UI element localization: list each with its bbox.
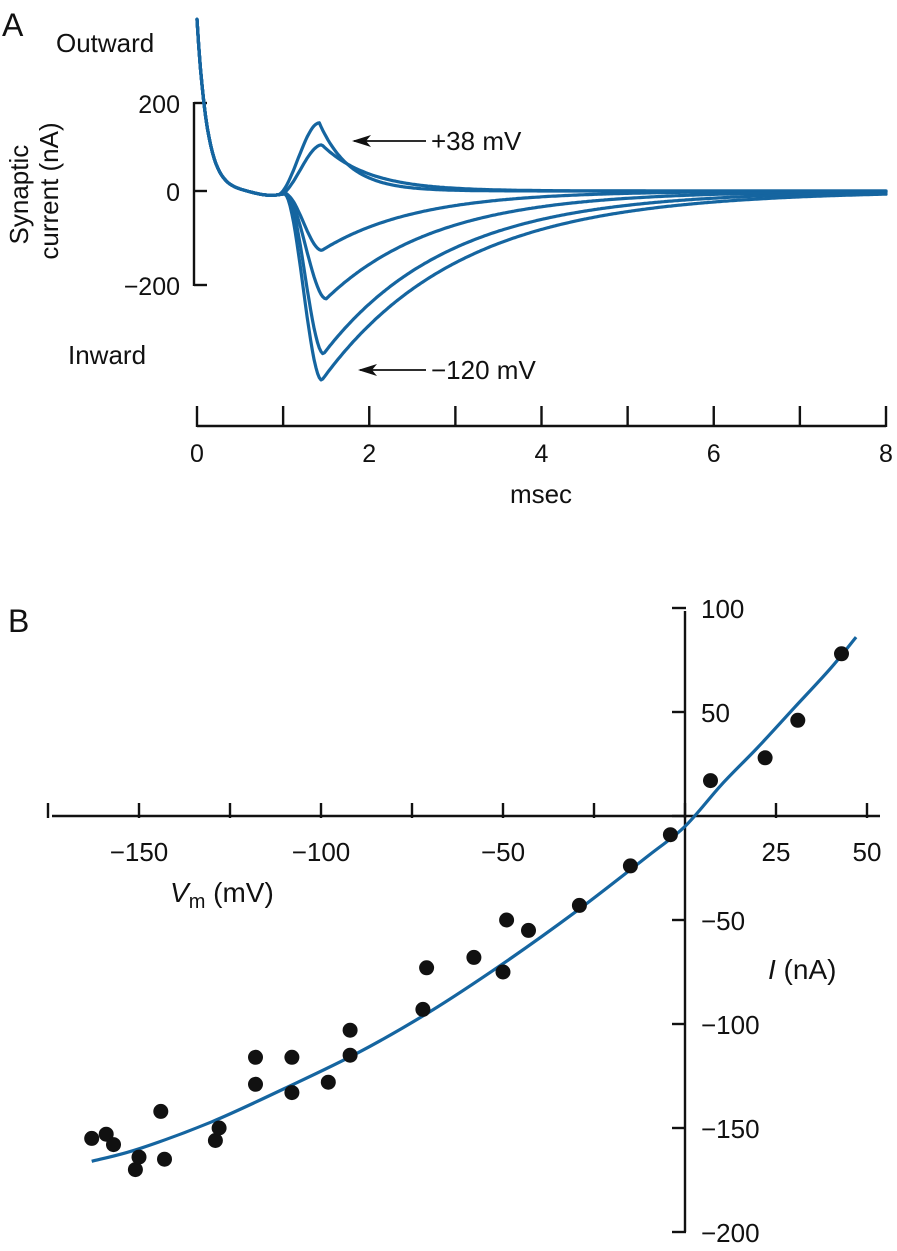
panel-b-ytick-label-50: 50 <box>701 698 730 728</box>
data-point-5 <box>131 1149 147 1165</box>
data-point-13 <box>284 1085 300 1101</box>
panel-b-ytick-label-minus150: −150 <box>701 1114 760 1144</box>
panel-a-ytick-label-0: 0 <box>166 179 180 207</box>
panel-a-ylabel-line1: Synaptic <box>4 145 34 245</box>
panel-a-xtick-label-6: 6 <box>707 440 721 468</box>
panel-a-traces <box>195 17 888 382</box>
outward-label: Outward <box>56 28 154 58</box>
data-point-17 <box>415 1001 431 1017</box>
panel-b-xtick-label-50: 50 <box>853 837 882 867</box>
inward-label: Inward <box>68 340 146 370</box>
data-point-8 <box>207 1133 223 1148</box>
panel-a-ylabel: Synaptic current (nA) <box>4 122 64 259</box>
data-point-25 <box>662 827 678 843</box>
panel-b-ytick-label-minus100: −100 <box>701 1010 760 1040</box>
panel-a-xtick-label-2: 2 <box>362 440 376 468</box>
data-point-6 <box>153 1103 169 1119</box>
data-point-22 <box>521 922 536 938</box>
panel-b-ylabel-unit: (nA) <box>776 954 837 985</box>
data-point-10 <box>248 1049 263 1065</box>
panel-b-xtick-label-minus100: −100 <box>292 837 351 867</box>
panel-b-ylabel-symbol: I <box>768 954 776 985</box>
panel-b-xlabel: Vm (mV) <box>170 877 274 913</box>
panel-b-x-tick-labels: −150 −100 −50 25 50 <box>110 837 882 867</box>
data-point-29 <box>834 646 849 662</box>
panel-b-x-ticks <box>46 803 869 818</box>
data-point-4 <box>127 1162 143 1178</box>
data-point-21 <box>499 912 515 928</box>
panel-b-xtick-label-25: 25 <box>762 837 791 867</box>
panel-a-x-ticks <box>195 406 888 427</box>
trace-trace-2 <box>195 17 888 197</box>
data-point-26 <box>703 773 718 789</box>
panel-b-xlabel-symbol: V <box>170 877 191 908</box>
panel-a: A Outward Inward Synaptic current (nA) 2… <box>2 7 893 509</box>
panel-b-ytick-label-100: 100 <box>701 594 744 624</box>
data-point-7 <box>157 1151 172 1167</box>
panel-b-xtick-label-minus150: −150 <box>110 837 169 867</box>
data-point-20 <box>495 964 511 980</box>
data-point-12 <box>284 1049 300 1065</box>
panel-b-data-points <box>84 646 849 1178</box>
panel-b-label: B <box>8 603 29 639</box>
data-point-24 <box>622 858 638 874</box>
panel-b-ylabel: I (nA) <box>768 954 836 985</box>
panel-a-ytick-label-200: 200 <box>138 91 180 119</box>
data-point-19 <box>466 949 482 965</box>
label-top-trace: +38 mV <box>431 126 522 156</box>
panel-b-ytick-label-minus200: −200 <box>701 1218 760 1248</box>
trace-trace-5 <box>195 17 888 356</box>
panel-a-xlabel: msec <box>510 479 572 509</box>
data-point-23 <box>571 897 587 913</box>
trace-minus120-mv <box>195 17 888 382</box>
panel-a-xtick-label-0: 0 <box>190 440 204 468</box>
panel-b-y-ticks <box>672 606 686 1234</box>
panel-b-ytick-label-minus50: −50 <box>701 906 745 936</box>
data-point-9 <box>211 1120 227 1136</box>
panel-b-xlabel-unit: (mV) <box>205 877 273 908</box>
panel-a-ylabel-line2: current (nA) <box>34 122 64 259</box>
panel-b-xtick-label-minus50: −50 <box>481 837 525 867</box>
panel-b-y-tick-labels: 100 50 −50 −100 −150 −200 <box>701 594 760 1248</box>
data-point-3 <box>106 1137 121 1153</box>
panel-a-xtick-label-4: 4 <box>535 440 549 468</box>
data-point-18 <box>419 960 435 976</box>
data-point-14 <box>320 1074 336 1090</box>
data-point-2 <box>98 1126 114 1142</box>
trace-trace-4 <box>195 17 888 301</box>
arrowhead-bottom-trace <box>358 364 377 376</box>
data-point-28 <box>790 712 806 728</box>
panel-b-xlabel-subscript: m <box>189 891 206 913</box>
data-point-16 <box>342 1047 358 1063</box>
trace-trace-3 <box>195 17 888 252</box>
data-point-1 <box>84 1130 100 1146</box>
data-point-27 <box>757 750 773 766</box>
panel-a-xtick-label-8: 8 <box>879 440 893 468</box>
label-bottom-trace: −120 mV <box>431 355 536 385</box>
panel-b: B −150 −100 −50 25 50 100 50 −50 −100 −150 −200 V… <box>8 594 881 1248</box>
arrowhead-top-trace <box>352 135 371 147</box>
panel-a-x-tick-labels: 0 2 4 6 8 <box>190 440 893 468</box>
panel-a-label: A <box>2 7 24 43</box>
panel-b-fit-curve <box>91 636 858 1163</box>
panel-a-ytick-label-minus200: −200 <box>124 273 180 301</box>
data-point-11 <box>248 1076 263 1092</box>
data-point-15 <box>342 1022 358 1038</box>
